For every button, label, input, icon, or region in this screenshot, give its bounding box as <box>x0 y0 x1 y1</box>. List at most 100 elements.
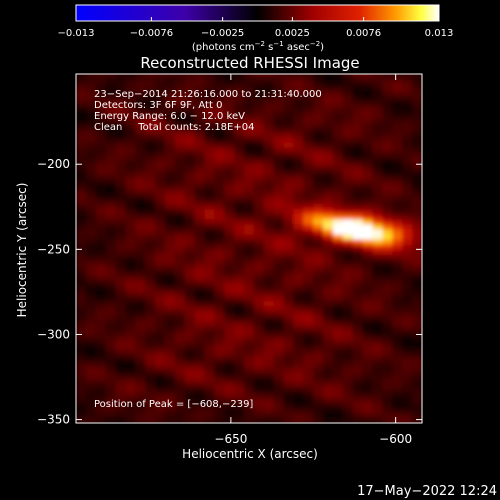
heatmap-cell <box>323 106 334 113</box>
heatmap-cell <box>194 172 206 179</box>
heatmap-cell <box>253 111 265 118</box>
heatmap-cell <box>155 74 166 77</box>
heatmap-cell <box>135 234 146 240</box>
heatmap-cell <box>174 182 186 189</box>
heatmap-cell <box>194 407 206 414</box>
heatmap-cell <box>125 111 136 118</box>
heatmap-cell <box>392 182 403 189</box>
heatmap-cell <box>164 239 176 245</box>
heatmap-cell <box>194 244 206 250</box>
heatmap-cell <box>214 407 225 414</box>
heatmap-cell <box>164 188 176 194</box>
heatmap-cell <box>155 346 166 353</box>
heatmap-cell <box>402 341 413 347</box>
heatmap-cell <box>333 366 344 373</box>
heatmap-cell <box>293 351 304 358</box>
heatmap-cell <box>95 336 107 342</box>
heatmap-cell <box>372 106 384 113</box>
heatmap-cell <box>115 239 127 245</box>
heatmap-cell <box>372 341 384 347</box>
heatmap-cell <box>412 397 422 404</box>
heatmap-cell <box>214 341 225 347</box>
heatmap-cell <box>412 412 422 419</box>
heatmap-cell <box>85 397 97 404</box>
heatmap-cell <box>244 228 255 235</box>
heatmap-cell <box>194 325 206 332</box>
heatmap-cell <box>105 96 117 102</box>
heatmap-cell <box>382 213 393 220</box>
heatmap-cell <box>263 74 275 77</box>
heatmap-cell <box>283 412 295 419</box>
heatmap-cell <box>303 361 314 368</box>
heatmap-cell <box>342 361 354 368</box>
heatmap-cell <box>293 121 304 128</box>
heatmap-cell <box>372 274 384 281</box>
heatmap-cell <box>105 101 117 107</box>
heatmap-cell <box>204 234 215 240</box>
heatmap-cell <box>303 239 314 245</box>
heatmap-cell <box>125 264 136 271</box>
heatmap-cell <box>352 223 364 230</box>
heatmap-cell <box>164 392 176 399</box>
heatmap-cell <box>234 193 245 199</box>
heatmap-cell <box>253 126 265 133</box>
heatmap-cell <box>76 249 87 256</box>
heatmap-cell <box>313 264 324 271</box>
heatmap-cell <box>234 290 245 296</box>
heatmap-cell <box>234 188 245 194</box>
heatmap-cell <box>273 356 285 363</box>
heatmap-cell <box>115 320 127 327</box>
heatmap-cell <box>303 249 314 256</box>
heatmap-cell <box>263 152 275 159</box>
heatmap-cell <box>164 325 176 332</box>
heatmap-cell <box>402 228 413 235</box>
heatmap-cell <box>323 74 334 77</box>
heatmap-cell <box>204 239 215 245</box>
heatmap-cell <box>412 392 422 399</box>
heatmap-cell <box>303 402 314 409</box>
heatmap-cell <box>412 152 422 159</box>
heatmap-cell <box>382 371 393 378</box>
heatmap-cell <box>95 412 107 419</box>
heatmap-cell <box>253 331 265 337</box>
heatmap-cell <box>352 208 364 215</box>
heatmap-cell <box>372 80 384 87</box>
heatmap-cell <box>76 177 87 184</box>
heatmap-cell <box>234 320 245 327</box>
heatmap-cell <box>234 392 245 399</box>
heatmap-cell <box>273 371 285 378</box>
heatmap-cell <box>145 91 156 97</box>
heatmap-cell <box>293 177 304 184</box>
heatmap-cell <box>253 131 265 138</box>
heatmap-cell <box>352 218 364 225</box>
heatmap-cell <box>392 402 403 409</box>
heatmap-cell <box>145 412 156 419</box>
heatmap-cell <box>214 157 225 164</box>
heatmap-cell <box>125 167 136 174</box>
heatmap-cell <box>135 203 146 210</box>
heatmap-cell <box>303 387 314 393</box>
heatmap-cell <box>76 382 87 388</box>
heatmap-cell <box>323 239 334 245</box>
heatmap-cell <box>253 172 265 179</box>
heatmap-cell <box>95 121 107 128</box>
heatmap-cell <box>194 412 206 419</box>
heatmap-cell <box>382 417 393 423</box>
heatmap-cell <box>145 208 156 215</box>
heatmap-cell <box>253 356 265 363</box>
heatmap-cell <box>372 208 384 215</box>
heatmap-cell <box>224 131 235 138</box>
heatmap-cell <box>125 274 136 281</box>
heatmap-cell <box>283 361 295 368</box>
heatmap-cell <box>204 142 215 148</box>
heatmap-cell <box>263 121 275 128</box>
heatmap-cell <box>164 331 176 337</box>
heatmap-cell <box>125 131 136 138</box>
heatmap-cell <box>244 162 255 169</box>
heatmap-cell <box>174 371 186 378</box>
heatmap-cell <box>204 279 215 286</box>
heatmap-cell <box>95 315 107 322</box>
heatmap-cell <box>253 269 265 276</box>
heatmap-cell <box>382 346 393 353</box>
heatmap-cell <box>204 341 215 347</box>
